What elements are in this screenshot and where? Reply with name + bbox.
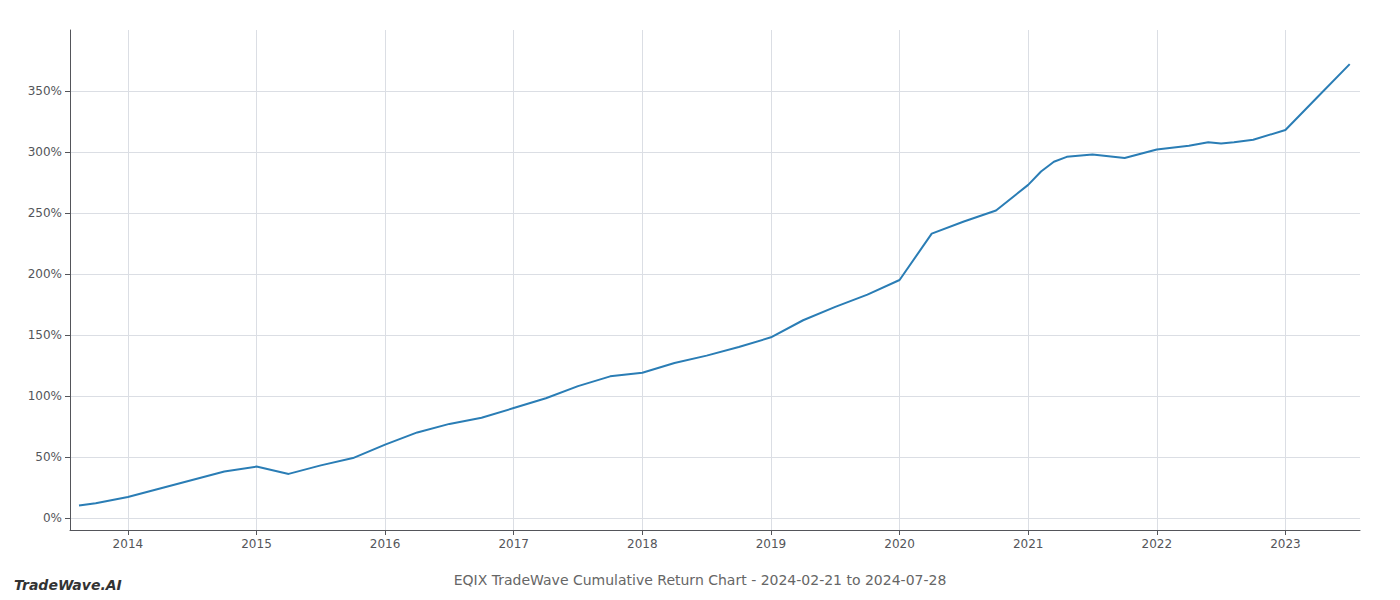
svg-text:100%: 100%: [28, 389, 62, 403]
svg-text:2016: 2016: [370, 537, 401, 551]
svg-text:250%: 250%: [28, 206, 62, 220]
svg-text:2017: 2017: [498, 537, 529, 551]
svg-text:EQIX TradeWave Cumulative Retu: EQIX TradeWave Cumulative Return Chart -…: [454, 572, 947, 588]
svg-text:2018: 2018: [627, 537, 658, 551]
svg-text:2021: 2021: [1013, 537, 1044, 551]
svg-text:2015: 2015: [241, 537, 272, 551]
svg-text:50%: 50%: [35, 450, 62, 464]
svg-text:2023: 2023: [1270, 537, 1301, 551]
svg-text:300%: 300%: [28, 145, 62, 159]
svg-text:TradeWave.AI: TradeWave.AI: [14, 577, 122, 593]
svg-text:150%: 150%: [28, 328, 62, 342]
svg-text:200%: 200%: [28, 267, 62, 281]
svg-text:350%: 350%: [28, 84, 62, 98]
svg-text:2022: 2022: [1142, 537, 1173, 551]
svg-text:2019: 2019: [756, 537, 787, 551]
svg-text:0%: 0%: [43, 511, 62, 525]
svg-text:2014: 2014: [113, 537, 144, 551]
svg-text:2020: 2020: [884, 537, 915, 551]
